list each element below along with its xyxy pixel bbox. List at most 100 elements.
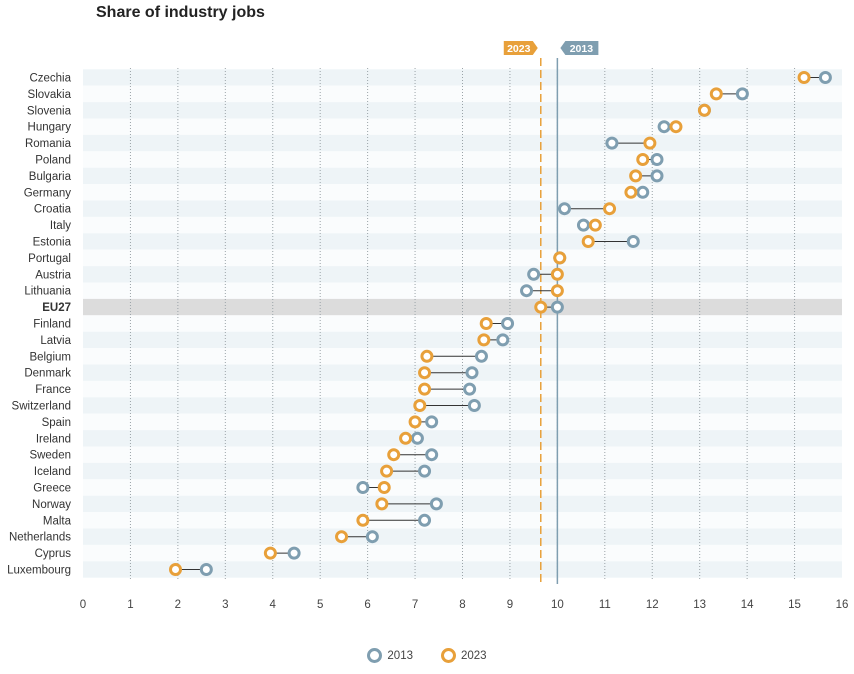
point-2023 xyxy=(479,317,493,330)
row-band xyxy=(83,479,842,496)
point-2013 xyxy=(418,513,432,527)
dumbbell-cyprus xyxy=(263,546,301,560)
category-label: Estonia xyxy=(33,237,72,249)
x-tick-label: 12 xyxy=(646,599,659,611)
highlight-band xyxy=(83,298,842,316)
category-label: Germany xyxy=(24,187,72,199)
x-tick-label: 4 xyxy=(270,599,277,611)
point-2023 xyxy=(413,399,427,412)
row-band xyxy=(83,446,842,463)
dumbbell-greece xyxy=(356,481,391,494)
point-2013 xyxy=(199,563,213,576)
point-2013 xyxy=(418,464,432,478)
point-2023 xyxy=(418,382,432,396)
point-2013 xyxy=(557,202,571,216)
dumbbell-iceland xyxy=(380,464,432,478)
x-tick-label: 14 xyxy=(741,599,754,611)
point-2013 xyxy=(287,546,301,560)
point-2023 xyxy=(380,464,394,478)
point-2023 xyxy=(399,431,413,445)
dumbbell-italy xyxy=(576,218,602,232)
row-band xyxy=(83,200,842,217)
x-tick-label: 13 xyxy=(693,599,706,611)
point-2013 xyxy=(576,218,590,232)
point-2023 xyxy=(603,202,617,216)
point-2013 xyxy=(520,284,534,298)
dumbbell-estonia xyxy=(581,235,640,248)
point-2023 xyxy=(697,103,711,117)
category-label: Belgium xyxy=(29,351,71,363)
row-band xyxy=(83,430,842,447)
dumbbell-denmark xyxy=(418,366,479,380)
category-label: Czechia xyxy=(29,73,71,85)
point-2023 xyxy=(335,530,349,544)
dumbbell-spain xyxy=(408,415,439,429)
category-label: Netherlands xyxy=(9,532,71,544)
dumbbell-finland xyxy=(479,317,515,330)
point-2013 xyxy=(735,87,749,101)
dumbbell-sweden xyxy=(387,448,439,462)
point-2013 xyxy=(410,431,424,445)
point-2023 xyxy=(169,563,183,576)
point-2023 xyxy=(356,513,370,527)
dumbbell-eu27 xyxy=(534,300,564,314)
category-label: France xyxy=(35,384,71,396)
category-label: Slovakia xyxy=(28,89,72,101)
category-label: Luxembourg xyxy=(7,565,71,577)
category-label: Croatia xyxy=(34,204,72,216)
dumbbell-croatia xyxy=(557,202,617,216)
x-tick-label: 8 xyxy=(459,599,465,611)
dumbbell-slovenia xyxy=(697,103,711,117)
point-2023 xyxy=(418,366,432,380)
point-2013 xyxy=(465,366,479,380)
x-tick-label: 9 xyxy=(507,599,513,611)
dumbbell-austria xyxy=(527,267,564,281)
dumbbell-netherlands xyxy=(335,530,379,544)
legend-swatch xyxy=(367,648,383,663)
point-2023 xyxy=(636,153,650,166)
dumbbell-luxembourg xyxy=(169,563,213,576)
point-2023 xyxy=(709,87,723,101)
point-2023 xyxy=(377,481,391,494)
legend: 2013 2023 xyxy=(0,648,854,666)
x-tick-label: 0 xyxy=(80,599,86,611)
category-label: Spain xyxy=(42,417,71,429)
dumbbell-latvia xyxy=(477,333,510,347)
x-tick-label: 16 xyxy=(836,599,849,611)
x-tick-label: 2 xyxy=(175,599,181,611)
row-band xyxy=(83,151,842,168)
point-2023 xyxy=(553,251,567,265)
dumbbell-portugal xyxy=(553,251,567,265)
category-label: Hungary xyxy=(28,122,72,134)
x-tick-label: 3 xyxy=(222,599,228,611)
point-2023 xyxy=(534,300,548,314)
category-label: Romania xyxy=(25,138,72,150)
category-label: Sweden xyxy=(29,450,71,462)
point-2013 xyxy=(605,136,619,150)
row-band xyxy=(83,331,842,349)
point-2023 xyxy=(669,120,683,134)
row-band xyxy=(83,118,842,135)
point-2013 xyxy=(496,333,510,347)
point-2013 xyxy=(467,399,481,412)
point-2023 xyxy=(550,284,564,298)
point-2023 xyxy=(581,235,595,248)
category-label: Slovenia xyxy=(27,105,72,117)
legend-label: 2023 xyxy=(461,649,487,662)
reference-tag-label: 2023 xyxy=(507,43,531,55)
category-label: Bulgaria xyxy=(29,171,72,183)
row-band xyxy=(83,544,842,562)
category-label: Finland xyxy=(33,319,71,331)
dumbbell-switzerland xyxy=(413,399,481,412)
legend-swatch xyxy=(441,648,456,663)
dumbbell-romania xyxy=(605,136,657,150)
point-2013 xyxy=(429,497,443,511)
point-2013 xyxy=(527,267,541,281)
point-2013 xyxy=(463,382,477,396)
legend-item-2013: 2013 xyxy=(367,648,413,663)
dumbbell-france xyxy=(418,382,477,396)
point-2023 xyxy=(477,333,491,347)
point-2023 xyxy=(263,546,277,560)
point-2023 xyxy=(387,448,401,462)
